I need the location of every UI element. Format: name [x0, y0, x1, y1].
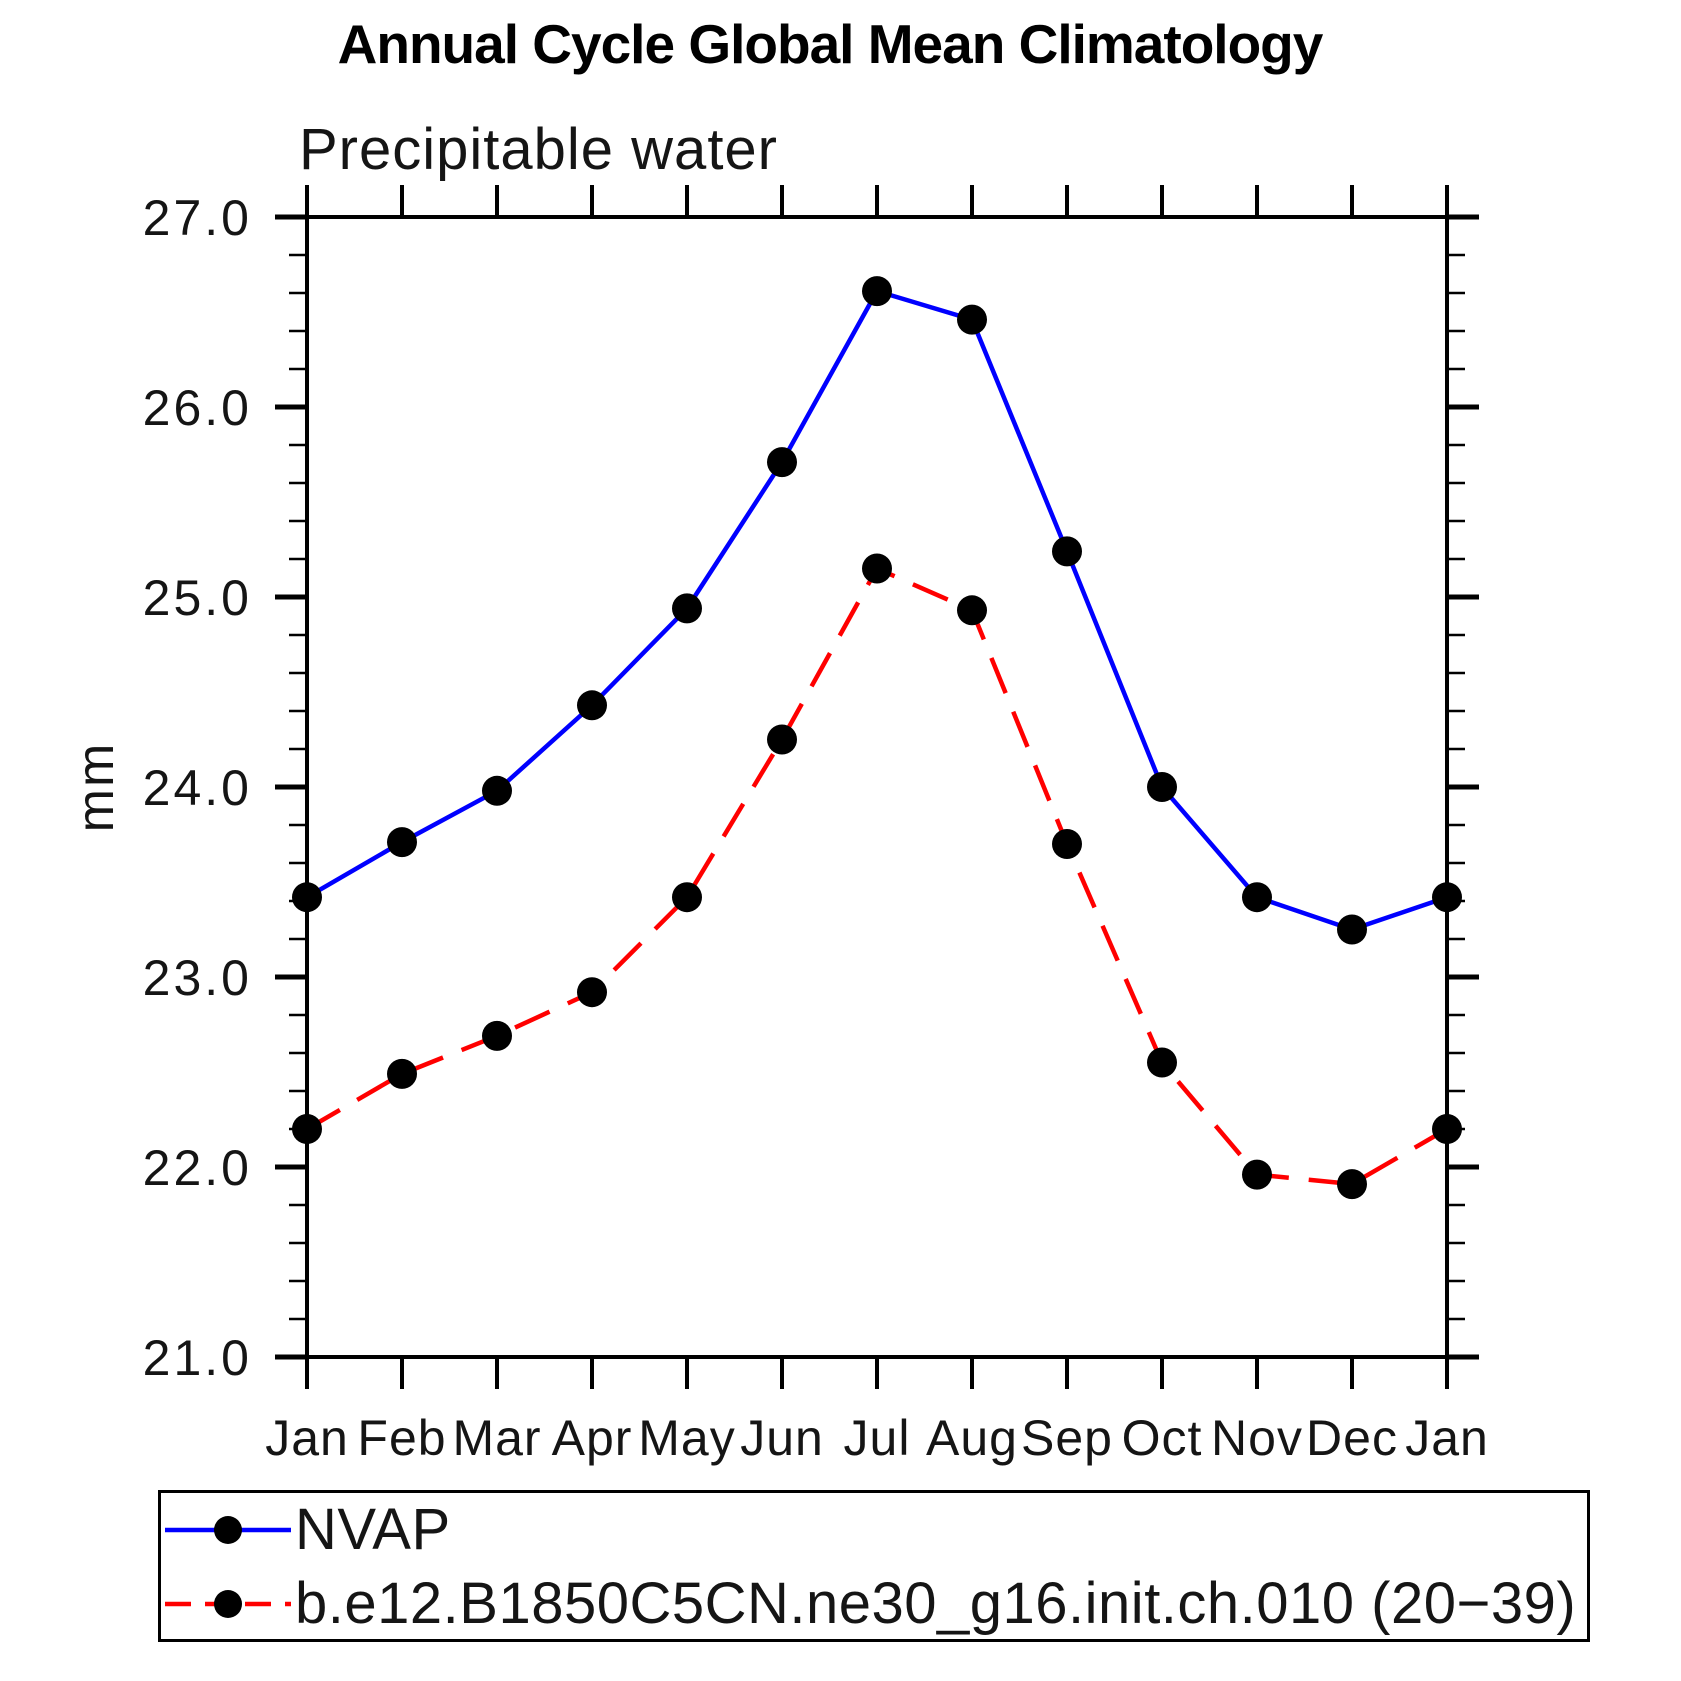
plot-frame [305, 215, 1449, 1359]
data-point-marker [1147, 1047, 1177, 1078]
y-axis-tick-label: 24.0 [143, 760, 252, 816]
data-point-marker [482, 1020, 512, 1051]
data-point-marker [292, 1114, 322, 1144]
data-point-marker [577, 690, 607, 721]
y-axis-tick-label: 23.0 [143, 950, 252, 1006]
legend-line-sample [165, 1590, 291, 1618]
data-point-marker [1337, 1169, 1367, 1200]
data-point-marker [672, 593, 702, 624]
y-axis-tick-label: 27.0 [143, 190, 252, 246]
data-point-marker [1337, 914, 1367, 945]
data-point-marker [862, 276, 892, 307]
x-axis-tick-label: Jan [265, 1410, 349, 1466]
data-point-marker [957, 304, 987, 335]
legend-entry-model: b.e12.B1850C5CN.ne30_g16.init.ch.010 (20… [161, 1569, 1587, 1639]
y-axis-tick-label: 25.0 [143, 570, 252, 626]
x-axis-tick-label: Dec [1306, 1410, 1398, 1466]
data-point-marker [387, 827, 417, 858]
data-point-marker [387, 1058, 417, 1089]
data-point-marker [957, 595, 987, 626]
x-axis-tick-label: Mar [452, 1410, 541, 1466]
legend-label: NVAP [295, 1497, 451, 1562]
y-axis-tick-label: 21.0 [143, 1330, 252, 1386]
data-point-marker [1242, 882, 1272, 913]
legend-sample-marker [214, 1516, 242, 1544]
x-axis-tick-label: May [638, 1410, 735, 1466]
x-axis-tick-label: Jan [1405, 1410, 1489, 1466]
data-point-marker [482, 775, 512, 806]
legend-entry-nvap: NVAP [161, 1495, 1587, 1565]
data-point-marker [1147, 772, 1177, 802]
x-axis-tick-label: Aug [926, 1410, 1018, 1466]
data-point-marker [767, 447, 797, 478]
data-point-marker [1052, 829, 1082, 859]
data-point-marker [862, 553, 892, 584]
legend-box: NVAP b.e12.B1850C5CN.ne30_g16.init.ch.01… [158, 1490, 1590, 1642]
x-axis-tick-label: Jun [740, 1410, 824, 1466]
x-axis-tick-label: Nov [1211, 1410, 1303, 1466]
data-point-marker [767, 724, 797, 755]
x-axis-tick-label: Jul [844, 1410, 911, 1466]
y-axis-tick-label: 22.0 [143, 1140, 252, 1196]
x-axis-tick-label: Sep [1021, 1410, 1113, 1466]
data-point-marker [577, 977, 607, 1008]
data-point-marker [1052, 536, 1082, 567]
data-point-marker [292, 882, 322, 913]
series-line-model [305, 565, 1449, 1187]
data-point-marker [1432, 1114, 1462, 1144]
legend-line-sample [165, 1516, 291, 1544]
series-line-nvap [305, 288, 1448, 932]
chart-subtitle: Precipitable water [299, 117, 778, 182]
x-axis-tick-label: Oct [1122, 1410, 1203, 1466]
data-point-marker [1432, 882, 1462, 913]
legend-sample-marker [214, 1590, 242, 1618]
legend-label: b.e12.B1850C5CN.ne30_g16.init.ch.010 (20… [295, 1571, 1577, 1636]
data-point-marker [672, 882, 702, 913]
x-axis-tick-label: Apr [552, 1410, 633, 1466]
x-axis-tick-label: Feb [357, 1410, 446, 1466]
chart-title: Annual Cycle Global Mean Climatology [337, 13, 1324, 75]
data-point-marker [1242, 1159, 1272, 1190]
y-axis-tick-label: 26.0 [143, 380, 252, 436]
